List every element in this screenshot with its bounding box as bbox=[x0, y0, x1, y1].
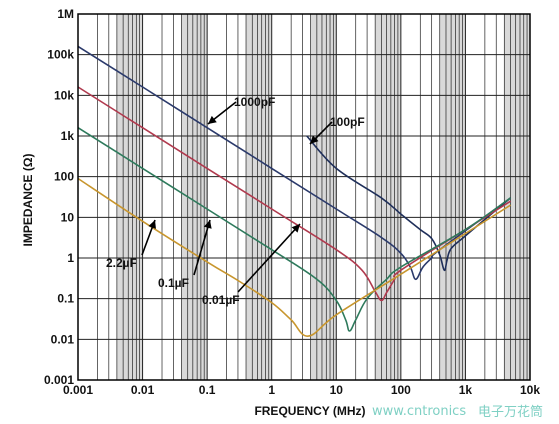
grid-band bbox=[439, 14, 466, 380]
annotation-label: 0.1µF bbox=[158, 276, 189, 290]
x-tick-label: 10 bbox=[330, 383, 344, 397]
x-tick-label: 0.001 bbox=[63, 383, 93, 397]
annotation-arrow bbox=[237, 223, 301, 293]
grid-band bbox=[181, 14, 208, 380]
watermark-text: www.cntronics bbox=[372, 404, 466, 419]
x-tick-label: 10k bbox=[520, 383, 540, 397]
grid-band bbox=[504, 14, 530, 380]
y-tick-label: 10k bbox=[54, 88, 74, 102]
grid-band bbox=[116, 14, 143, 380]
y-tick-label: 1k bbox=[61, 129, 75, 143]
annotation-label: 0.01µF bbox=[202, 293, 240, 307]
y-tick-label: 0.1 bbox=[57, 292, 74, 306]
y-tick-label: 1M bbox=[57, 7, 74, 21]
watermark: www.cntronics 电子万花筒 bbox=[372, 404, 543, 420]
series-line-2.2µF bbox=[77, 177, 512, 337]
y-tick-label: 1 bbox=[67, 251, 74, 265]
y-axis-title: IMPEDANCE (Ω) bbox=[21, 154, 35, 247]
annotation-label: 100pF bbox=[330, 115, 365, 129]
annotation-arrowhead bbox=[208, 115, 217, 124]
annotation-label: 2.2µF bbox=[106, 256, 137, 270]
plot-frame bbox=[77, 13, 531, 381]
x-tick-labels: 0.001 0.01 0.1 1 10 100 1k 10k bbox=[63, 383, 540, 397]
x-tick-label: 0.01 bbox=[131, 383, 155, 397]
annotation-arrowhead bbox=[148, 220, 156, 229]
y-tick-labels: 1M 100k 10k 1k 100 10 1 0.1 0.01 0.001 bbox=[44, 7, 74, 387]
annotation-arrowhead bbox=[291, 224, 300, 233]
y-tick-label: 0.001 bbox=[44, 373, 74, 387]
annotation-label: 1000pF bbox=[234, 95, 275, 109]
x-tick-label: 0.1 bbox=[199, 383, 216, 397]
x-tick-label: 100 bbox=[391, 383, 411, 397]
annotations: 1000pF 100pF 2.2µF 0.1µF 0.01µF bbox=[106, 95, 365, 307]
x-tick-label: 1k bbox=[459, 383, 473, 397]
y-tick-label: 10 bbox=[61, 210, 75, 224]
y-tick-label: 0.01 bbox=[51, 332, 75, 346]
annotation-arrowhead bbox=[310, 135, 319, 144]
annotation-arrow bbox=[193, 219, 211, 276]
x-tick-label: 1 bbox=[268, 383, 275, 397]
watermark-text-cn: 电子万花筒 bbox=[478, 404, 543, 420]
series-group bbox=[77, 45, 512, 337]
y-tick-label: 100k bbox=[47, 48, 74, 62]
y-tick-label: 100 bbox=[54, 170, 74, 184]
grid-band bbox=[246, 14, 272, 380]
annotation-arrowhead bbox=[203, 220, 212, 229]
series-line-0.1µF bbox=[77, 127, 512, 332]
series-line-1000pF bbox=[77, 45, 512, 281]
grid-band bbox=[310, 14, 337, 380]
x-axis-title: FREQUENCY (MHz) bbox=[254, 404, 365, 418]
